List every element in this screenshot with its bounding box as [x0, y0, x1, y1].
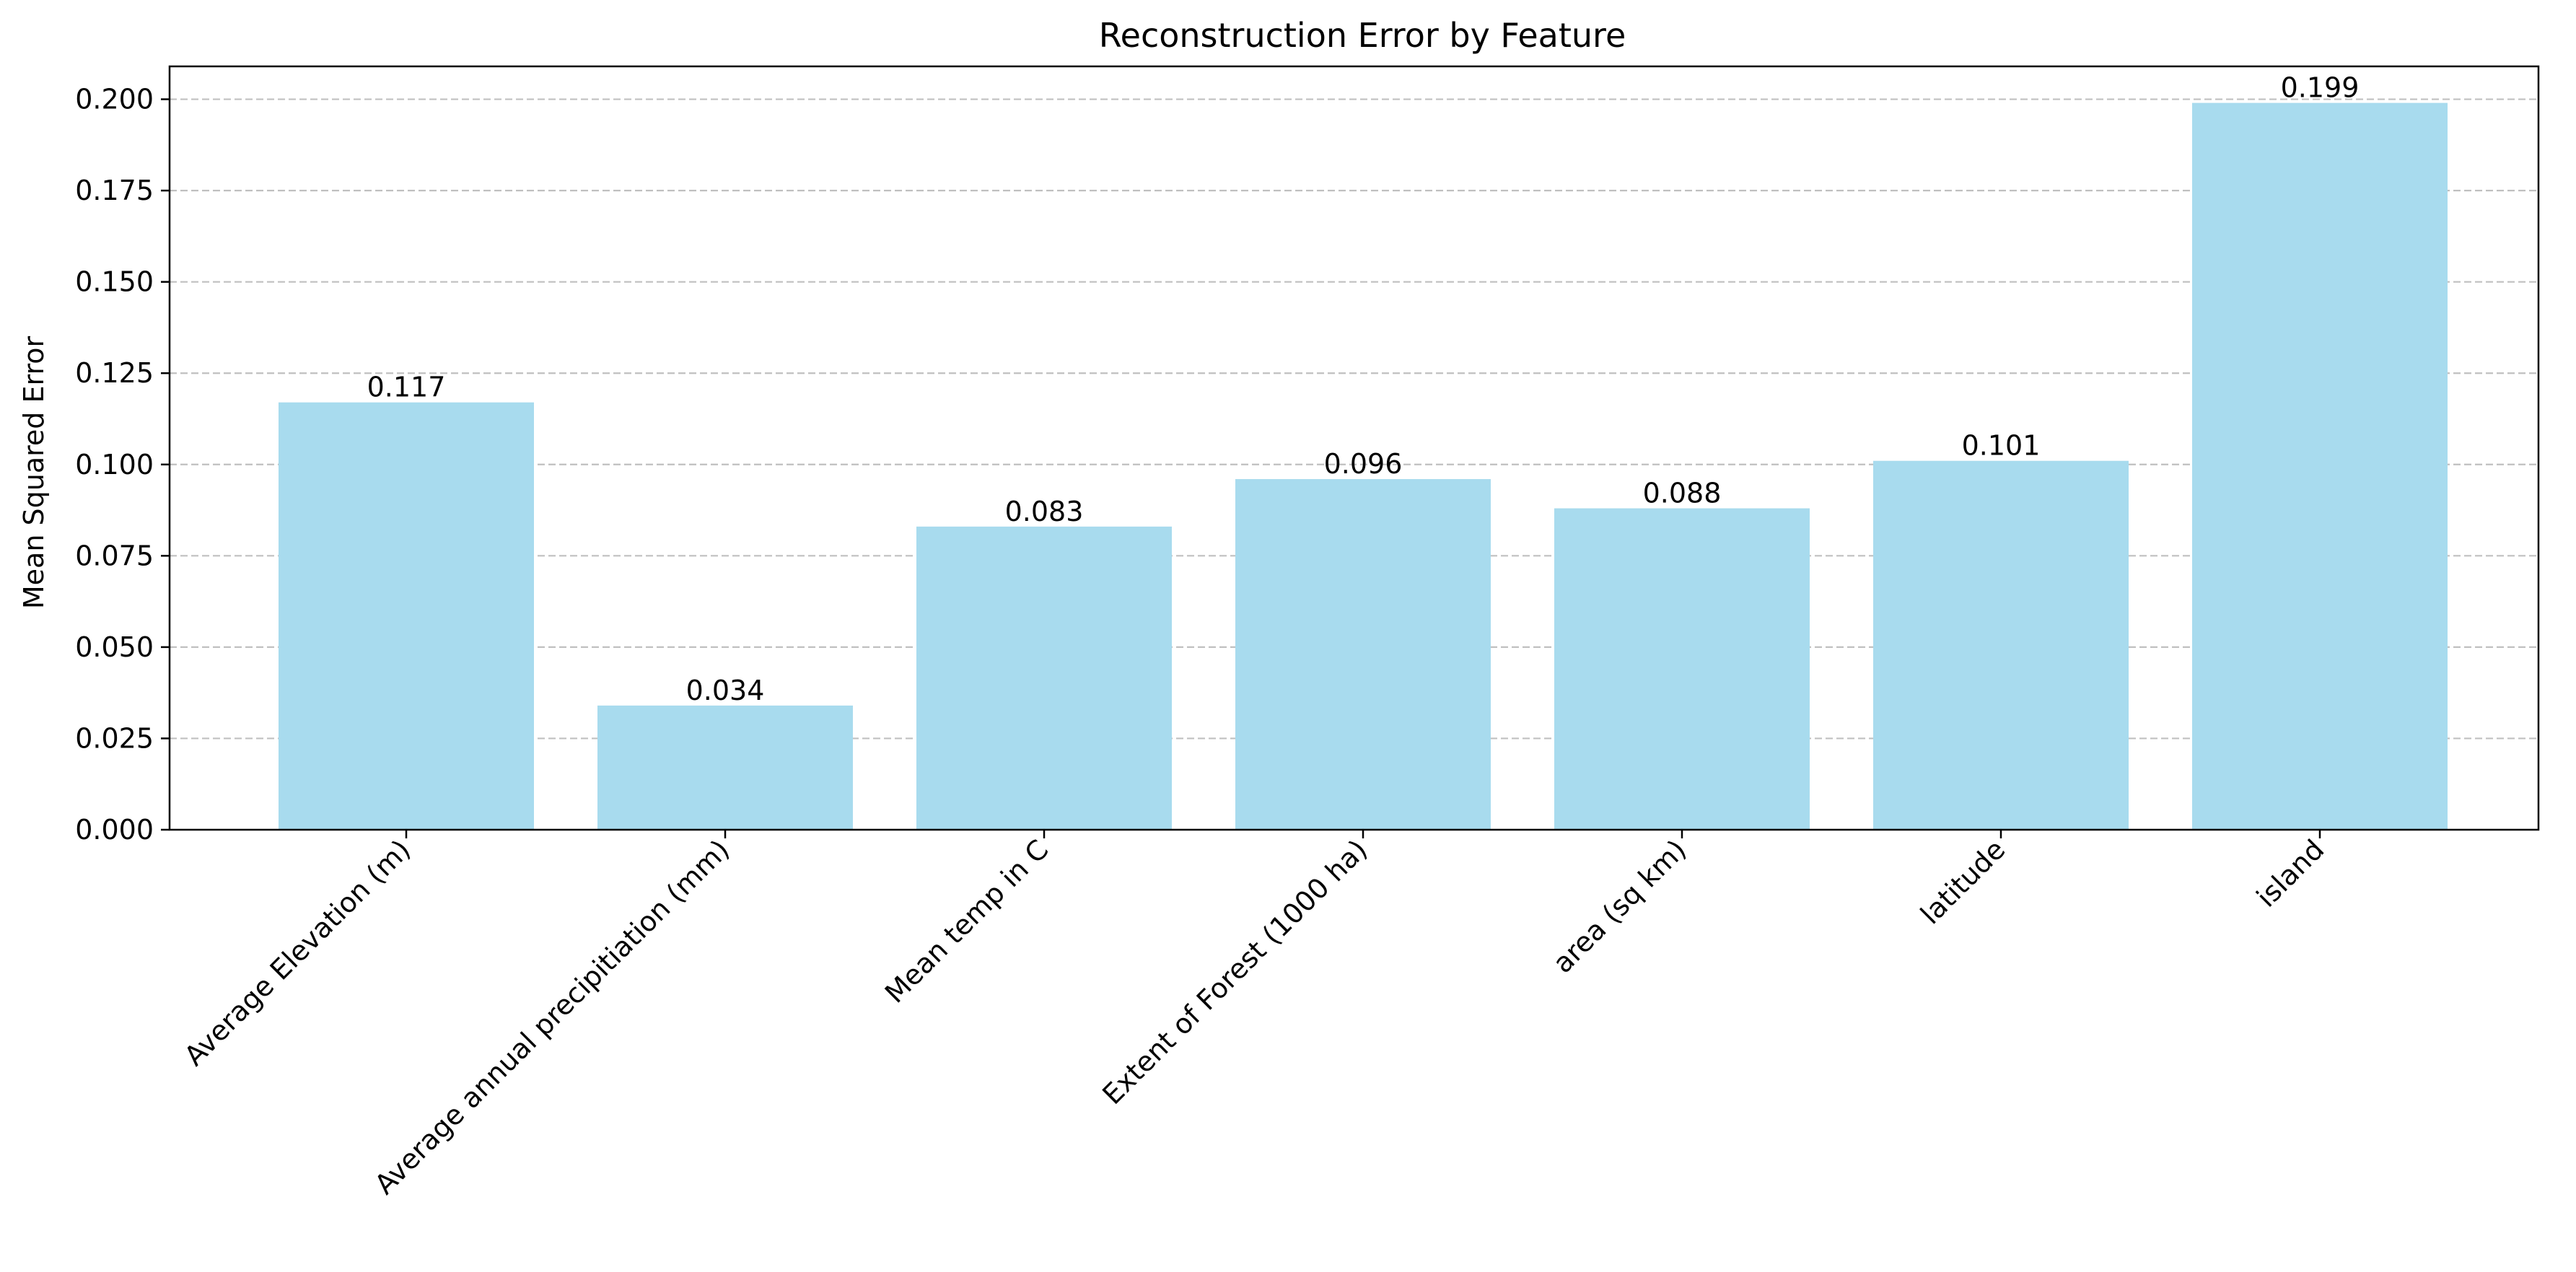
x-tick-label: Average Elevation (m): [178, 833, 416, 1071]
y-axis-label: Mean Squared Error: [18, 336, 50, 610]
y-tick-label: 0.150: [75, 266, 154, 298]
bar-value-label: 0.101: [1962, 430, 2041, 462]
bar: [1873, 460, 2129, 830]
plot-frame: [168, 65, 2540, 831]
x-tick-label: Extent of Forest (1000 ha): [1096, 833, 1373, 1110]
y-tick-label: 0.075: [75, 540, 154, 571]
x-tick-label: Mean temp in C: [879, 833, 1055, 1009]
bar-value-label: 0.096: [1324, 448, 1403, 480]
bar: [1554, 508, 1810, 830]
y-tick-label: 0.000: [75, 814, 154, 846]
y-tick-label: 0.100: [75, 449, 154, 481]
y-tick-label: 0.050: [75, 631, 154, 663]
y-tick-label: 0.125: [75, 357, 154, 389]
chart-title: Reconstruction Error by Feature: [1099, 16, 1626, 55]
bars: [279, 102, 2448, 830]
bar: [1235, 479, 1491, 830]
bar: [279, 402, 534, 830]
y-tick-label: 0.175: [75, 175, 154, 206]
y-tick-label: 0.025: [75, 722, 154, 754]
x-tick-label: Average annual precipitiation (mm): [369, 833, 736, 1201]
y-tick-label: 0.200: [75, 84, 154, 115]
y-axis-ticks: 0.000 0.025 0.050 0.075 0.100 0.125 0.150 0.175…: [75, 84, 170, 846]
x-tick-label: area (sq km): [1546, 833, 1692, 979]
x-axis-ticks: Average Elevation (m)Average annual prec…: [178, 830, 2330, 1201]
bar: [597, 705, 853, 830]
bar: [2192, 102, 2448, 830]
bar-value-label: 0.088: [1643, 478, 1722, 509]
bar-value-label: 0.034: [686, 675, 765, 706]
bar-value-label: 0.083: [1005, 496, 1084, 527]
x-tick-label: island: [2251, 833, 2331, 913]
bar: [916, 526, 1172, 830]
bar-value-labels: 0.117 0.034 0.083 0.096 0.088 0.101 0.199: [367, 72, 2360, 706]
bar-value-label: 0.199: [2281, 72, 2360, 104]
x-tick-label: latitude: [1914, 833, 2011, 930]
bar-value-label: 0.117: [367, 372, 446, 403]
